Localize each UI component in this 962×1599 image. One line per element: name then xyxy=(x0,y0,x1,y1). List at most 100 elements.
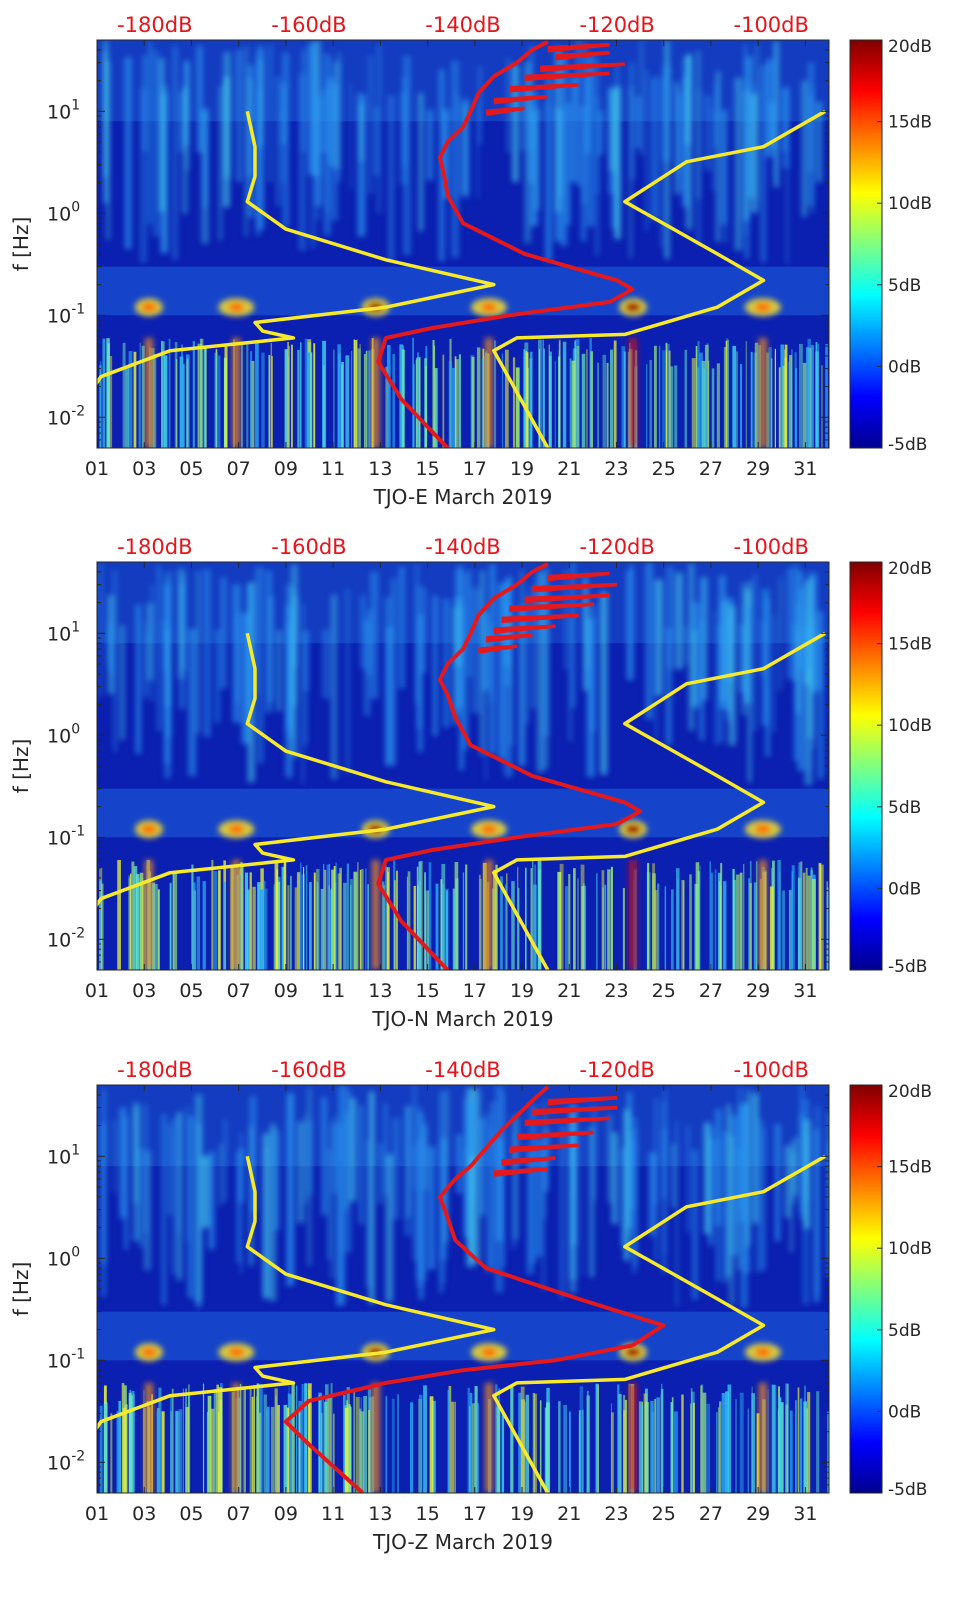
noise-streak xyxy=(629,86,633,259)
noise-streak xyxy=(390,578,397,766)
lowfreq-bar xyxy=(654,890,658,970)
colorbar-tick-label: 15dB xyxy=(888,113,932,133)
noise-streak xyxy=(423,1126,426,1282)
lowfreq-bar xyxy=(657,883,660,970)
noise-streak xyxy=(143,621,146,700)
lowfreq-bar xyxy=(331,869,335,970)
y-tick-label: 10-1 xyxy=(47,1346,85,1372)
lowfreq-bar xyxy=(606,362,609,448)
noise-streak xyxy=(773,615,776,733)
lowfreq-bar xyxy=(778,367,781,448)
lowfreq-bar xyxy=(141,345,145,448)
lowfreq-bar xyxy=(424,872,426,970)
lowfreq-bar xyxy=(270,1407,275,1493)
lowfreq-bar xyxy=(359,869,362,970)
lowfreq-bar xyxy=(747,1408,749,1493)
noise-streak xyxy=(363,620,371,716)
storm-column xyxy=(629,1382,638,1493)
noise-streak xyxy=(403,55,411,256)
lowfreq-bar xyxy=(768,347,772,448)
noise-streak xyxy=(762,1127,766,1270)
storm-column xyxy=(144,337,153,448)
noise-streak xyxy=(384,1103,388,1195)
lowfreq-bar xyxy=(482,862,487,970)
colorbar: 20dB 15dB 10dB 5dB 0dB -5dB xyxy=(849,559,932,977)
lowfreq-bar xyxy=(816,1391,820,1493)
noise-streak xyxy=(803,1119,811,1229)
lowfreq-bar xyxy=(797,1387,800,1493)
noise-streak xyxy=(600,592,608,775)
noise-streak xyxy=(457,94,460,198)
noise-streak xyxy=(203,569,211,738)
lowfreq-bar xyxy=(392,353,396,448)
lowfreq-bar xyxy=(610,866,613,970)
lowfreq-bar xyxy=(325,1384,329,1493)
noise-streak xyxy=(269,1124,277,1302)
lowfreq-bar xyxy=(671,889,674,970)
lowfreq-bar xyxy=(542,339,544,448)
lowfreq-bar xyxy=(364,353,366,448)
lowfreq-bar xyxy=(613,340,617,448)
lowfreq-bar xyxy=(618,1393,622,1493)
noise-streak xyxy=(172,1117,176,1275)
noise-streak xyxy=(506,58,510,153)
noise-streak xyxy=(260,60,264,146)
lowfreq-bar xyxy=(288,345,290,448)
lowfreq-bar xyxy=(318,1395,321,1493)
lowfreq-bar xyxy=(425,366,428,448)
storm-column xyxy=(144,1382,153,1493)
noise-streak xyxy=(161,85,168,211)
x-tick-label: 15 xyxy=(415,980,439,1002)
storm-core xyxy=(140,302,157,313)
lowfreq-bar xyxy=(277,1410,279,1493)
lowfreq-bar xyxy=(677,879,679,970)
lowfreq-bar xyxy=(565,886,569,970)
noise-streak xyxy=(424,1123,428,1190)
lowfreq-bar xyxy=(447,1390,450,1493)
noise-streak xyxy=(565,102,571,226)
lowfreq-bar xyxy=(653,345,657,448)
lowfreq-bar xyxy=(670,1402,673,1493)
x-tick-label: 09 xyxy=(274,980,298,1002)
lowfreq-bar xyxy=(131,1391,135,1493)
lowfreq-bar xyxy=(751,1393,755,1493)
noise-streak xyxy=(792,623,800,682)
noise-streak xyxy=(236,49,242,182)
lowfreq-bar xyxy=(563,1404,568,1493)
psd-spike xyxy=(532,582,618,593)
noise-streak xyxy=(471,587,480,714)
noise-streak xyxy=(760,620,764,677)
x-tick-label: 15 xyxy=(415,458,439,480)
noise-streak xyxy=(168,1124,173,1216)
lowfreq-bar xyxy=(353,871,358,970)
lowfreq-bar xyxy=(579,1386,584,1493)
lowfreq-bar xyxy=(100,361,102,448)
lowfreq-bar xyxy=(323,365,325,448)
lowfreq-bar xyxy=(277,1404,280,1493)
lowfreq-bar xyxy=(131,861,135,970)
lowfreq-bar xyxy=(385,862,387,970)
x-tick-label: 19 xyxy=(510,1503,534,1525)
noise-streak xyxy=(456,1134,463,1194)
lowfreq-bar xyxy=(727,339,729,448)
median-psd-curve xyxy=(283,1085,666,1493)
lowfreq-bar xyxy=(795,368,798,448)
psd-spike xyxy=(509,1143,579,1153)
noise-streak xyxy=(188,628,197,776)
lowfreq-bar xyxy=(303,866,305,970)
lowfreq-bar xyxy=(448,361,453,448)
lowfreq-bar xyxy=(469,1392,473,1493)
noise-streak xyxy=(208,1151,215,1250)
lowfreq-bar xyxy=(385,366,389,448)
lowfreq-bar xyxy=(745,341,748,448)
lowfreq-bar xyxy=(217,355,221,448)
noise-streak xyxy=(357,93,366,237)
noise-streak xyxy=(236,613,239,703)
noise-streak xyxy=(249,1096,257,1213)
lowfreq-bar xyxy=(99,1405,103,1493)
noise-streak xyxy=(321,1096,327,1216)
noise-streak xyxy=(358,1105,364,1225)
lowfreq-bar xyxy=(171,1388,174,1493)
lowfreq-bar xyxy=(266,1409,268,1493)
noise-streak xyxy=(536,109,540,211)
